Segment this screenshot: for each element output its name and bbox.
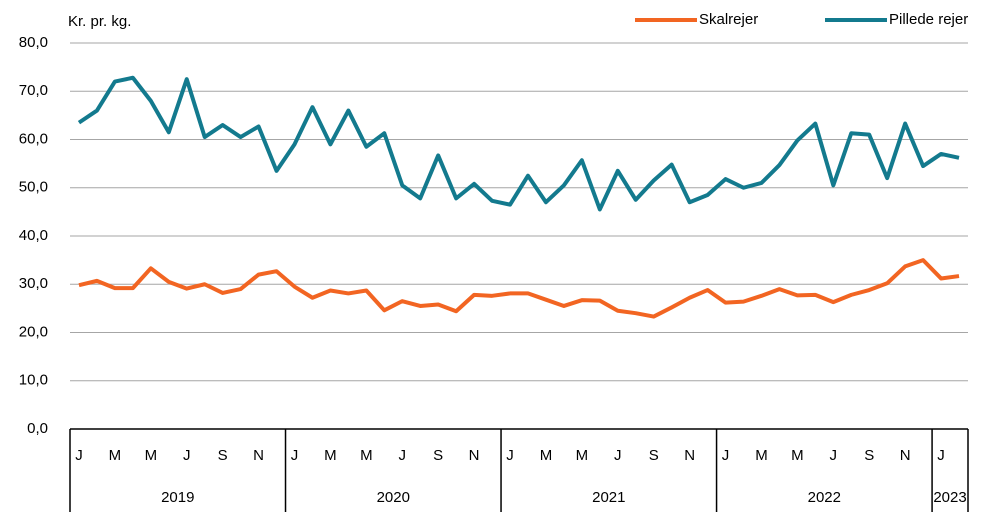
x-tick-label: S	[649, 447, 659, 464]
x-tick-label: J	[75, 447, 83, 464]
y-tick-label: 50,0	[19, 179, 48, 196]
x-tick-label: M	[324, 447, 337, 464]
x-tick-label: M	[540, 447, 553, 464]
x-tick-label: J	[291, 447, 299, 464]
y-tick-label: 60,0	[19, 130, 48, 147]
x-tick-label: J	[722, 447, 730, 464]
line-series	[77, 75, 960, 212]
x-tick-label: M	[576, 447, 589, 464]
y-tick-label: 80,0	[19, 34, 48, 51]
x-tick-label: M	[145, 447, 158, 464]
line-series	[78, 258, 960, 319]
x-tick-label: J	[399, 447, 407, 464]
x-tick-label: S	[218, 447, 228, 464]
year-label: 2023	[933, 489, 966, 506]
y-tick-label: 20,0	[19, 323, 48, 340]
x-tick-label: J	[830, 447, 838, 464]
y-tick-label: 40,0	[19, 227, 48, 244]
x-tick-label: N	[900, 447, 911, 464]
x-tick-label: M	[360, 447, 373, 464]
y-axis-label: Kr. pr. kg.	[68, 13, 131, 30]
x-tick-label: M	[791, 447, 804, 464]
y-tick-label: 70,0	[19, 82, 48, 99]
x-tick-label: J	[614, 447, 622, 464]
x-tick-label: N	[684, 447, 695, 464]
y-tick-label: 0,0	[27, 420, 48, 437]
year-label: 2019	[161, 489, 194, 506]
x-tick-label: J	[183, 447, 191, 464]
legend-label: Pillede rejer	[889, 11, 968, 28]
x-tick-label: S	[433, 447, 443, 464]
year-label: 2021	[592, 489, 625, 506]
legend-label: Skalrejer	[699, 11, 758, 28]
x-tick-label: N	[469, 447, 480, 464]
year-label: 2022	[808, 489, 841, 506]
x-tick-label: J	[937, 447, 945, 464]
y-tick-label: 10,0	[19, 372, 48, 389]
x-tick-label: N	[253, 447, 264, 464]
x-tick-label: S	[864, 447, 874, 464]
year-label: 2020	[377, 489, 410, 506]
x-tick-label: M	[755, 447, 768, 464]
x-tick-label: J	[506, 447, 514, 464]
x-tick-label: M	[109, 447, 122, 464]
y-tick-label: 30,0	[19, 275, 48, 292]
